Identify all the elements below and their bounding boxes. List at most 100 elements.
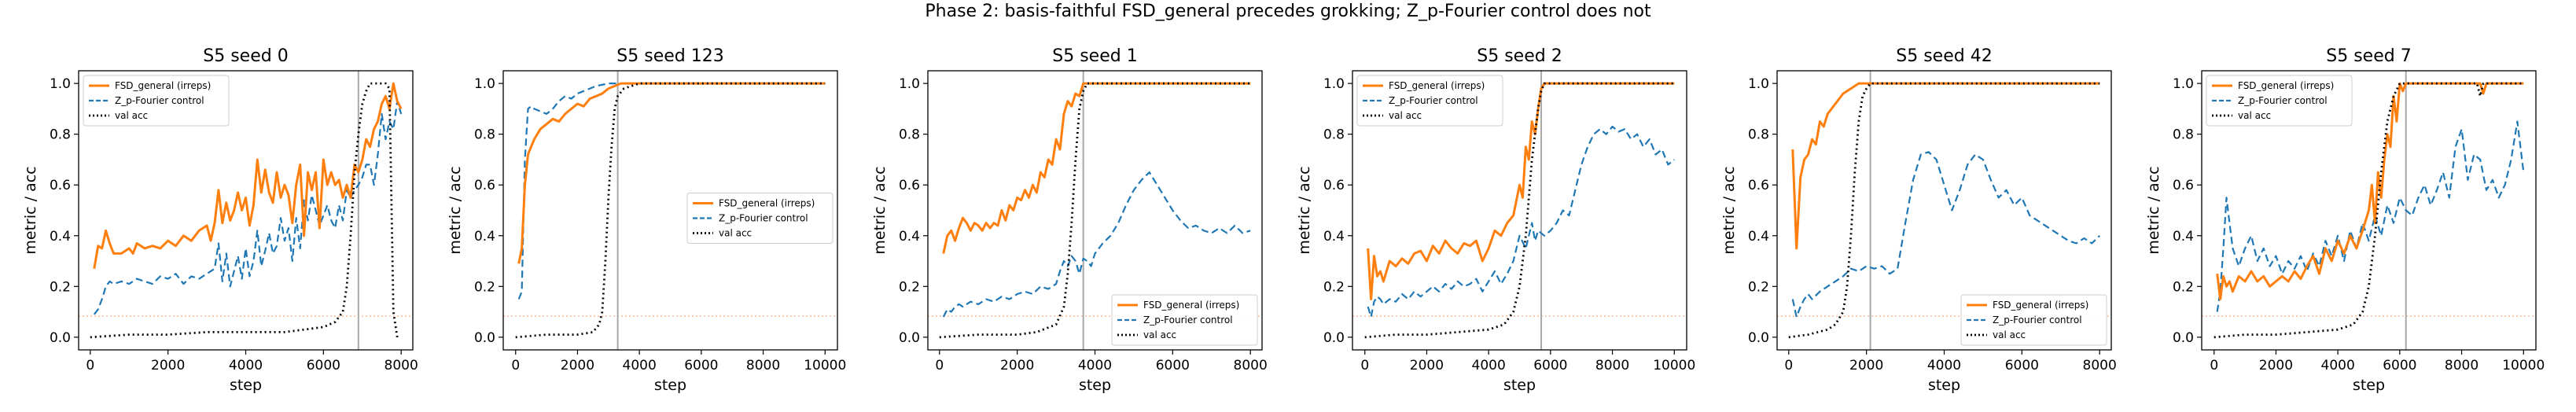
y-tick-label: 0.2 xyxy=(899,279,920,295)
series-line-1 xyxy=(1791,151,2100,318)
x-tick-label: 0 xyxy=(2210,358,2218,373)
series-line-0 xyxy=(1367,82,1675,300)
x-tick-label: 2000 xyxy=(1849,358,1883,373)
legend-box xyxy=(83,75,230,127)
x-tick-label: 0 xyxy=(1784,358,1793,373)
y-tick-label: 0.4 xyxy=(2173,229,2194,245)
y-tick-label: 0.6 xyxy=(1748,178,1769,193)
series-line-2 xyxy=(939,82,1251,339)
axes-frame xyxy=(2201,70,2537,351)
legend: FSD_general (irreps) Z_p-Fourier control v… xyxy=(686,193,834,244)
subplot-title: S5 seed 2 xyxy=(1477,46,1562,66)
y-tick-label: 0.4 xyxy=(474,229,495,245)
legend-label: Z_p-Fourier control xyxy=(719,213,808,224)
x-axis-label: step xyxy=(1928,377,1960,394)
legend-label: FSD_general (irreps) xyxy=(1389,80,1485,91)
y-tick-label: 0.6 xyxy=(1323,178,1345,193)
legend-label: FSD_general (irreps) xyxy=(1143,300,1239,311)
x-tick-label: 8000 xyxy=(1595,358,1629,373)
legend-label: val acc xyxy=(2238,110,2271,121)
y-tick-label: 0.0 xyxy=(1748,330,1769,346)
legend-label: FSD_general (irreps) xyxy=(1993,300,2088,311)
x-tick-label: 6000 xyxy=(684,358,718,373)
y-tick-label: 0.8 xyxy=(2173,127,2194,143)
legend-label: Z_p-Fourier control xyxy=(115,95,204,106)
legend-label: val acc xyxy=(1993,329,2026,340)
x-tick-label: 2000 xyxy=(1000,358,1034,373)
series-line-0 xyxy=(517,82,826,264)
y-tick-label: 0.6 xyxy=(474,178,495,193)
y-axis-label: metric / acc xyxy=(2145,166,2162,254)
x-tick-label: 6000 xyxy=(1156,358,1190,373)
y-tick-label: 0.6 xyxy=(50,178,71,193)
y-axis-label: metric / acc xyxy=(1720,166,1738,254)
x-tick-label: 6000 xyxy=(1533,358,1567,373)
series-line-1 xyxy=(942,171,1251,318)
x-tick-label: 4000 xyxy=(1927,358,1961,373)
x-tick-label: 8000 xyxy=(746,358,780,373)
x-tick-label: 0 xyxy=(511,358,520,373)
x-tick-label: 4000 xyxy=(1472,358,1506,373)
y-tick-label: 0.0 xyxy=(474,330,495,346)
x-tick-label: 10000 xyxy=(804,358,846,373)
x-tick-label: 6000 xyxy=(2005,358,2039,373)
legend-label: Z_p-Fourier control xyxy=(1389,95,1478,106)
y-tick-label: 0.4 xyxy=(50,229,71,245)
x-tick-label: 4000 xyxy=(229,358,263,373)
legend-box xyxy=(2206,75,2353,127)
x-tick-label: 8000 xyxy=(2083,358,2117,373)
axes-frame xyxy=(502,70,838,351)
x-tick-label: 8000 xyxy=(2445,358,2478,373)
subplot-title: S5 seed 42 xyxy=(1896,46,1992,66)
x-axis-label: step xyxy=(1503,377,1536,394)
x-axis-label: step xyxy=(1079,377,1111,394)
series-line-0 xyxy=(1791,82,2100,250)
y-tick-label: 0.8 xyxy=(899,127,920,143)
y-axis-label: metric / acc xyxy=(447,166,464,254)
y-tick-label: 0.8 xyxy=(1748,127,1769,143)
legend-label: val acc xyxy=(115,110,148,121)
series-line-1 xyxy=(93,100,403,315)
legend-label: val acc xyxy=(1143,329,1176,340)
y-axis-label: metric / acc xyxy=(22,166,39,254)
legend-box xyxy=(1960,294,2107,346)
y-tick-label: 0.0 xyxy=(2173,330,2194,346)
x-tick-label: 10000 xyxy=(1653,358,1695,373)
subplot-title: S5 seed 7 xyxy=(2326,46,2411,66)
x-tick-label: 4000 xyxy=(1078,358,1112,373)
series-line-1 xyxy=(1367,125,1675,318)
subplot-4: S5 seed 42 0 2000 4000 6000 8000 0.0 0.2 0.4 0.6 0… xyxy=(1720,46,2117,394)
legend-label: Z_p-Fourier control xyxy=(1993,315,2082,326)
y-tick-label: 1.0 xyxy=(2173,76,2194,92)
y-tick-label: 0.2 xyxy=(2173,279,2194,295)
y-tick-label: 0.0 xyxy=(1323,330,1345,346)
x-axis-label: step xyxy=(2353,377,2385,394)
series-line-0 xyxy=(93,82,403,269)
x-tick-label: 8000 xyxy=(1234,358,1268,373)
y-tick-label: 0.2 xyxy=(1323,279,1345,295)
series-line-2 xyxy=(515,82,826,339)
x-tick-label: 2000 xyxy=(2259,358,2293,373)
legend-box xyxy=(686,193,834,244)
y-tick-label: 0.4 xyxy=(899,229,920,245)
x-tick-label: 2000 xyxy=(561,358,594,373)
x-tick-label: 0 xyxy=(935,358,944,373)
subplot-3: S5 seed 2 0 2000 4000 6000 8000 10000 0.0 0.2 0.4… xyxy=(1296,46,1695,394)
legend: FSD_general (irreps) Z_p-Fourier control v… xyxy=(83,75,230,127)
y-axis-label: metric / acc xyxy=(1296,166,1313,254)
y-tick-label: 1.0 xyxy=(1323,76,1345,92)
y-tick-label: 0.8 xyxy=(474,127,495,143)
x-tick-label: 0 xyxy=(86,358,94,373)
legend: FSD_general (irreps) Z_p-Fourier control v… xyxy=(1356,75,1503,127)
subplot-title: S5 seed 0 xyxy=(203,46,288,66)
y-axis-label: metric / acc xyxy=(871,166,889,254)
y-tick-label: 0.0 xyxy=(50,330,71,346)
x-tick-label: 4000 xyxy=(623,358,657,373)
subplot-title: S5 seed 1 xyxy=(1052,46,1137,66)
x-axis-label: step xyxy=(230,377,262,394)
legend: FSD_general (irreps) Z_p-Fourier control v… xyxy=(1960,294,2107,346)
series-line-1 xyxy=(517,83,826,300)
y-tick-label: 0.2 xyxy=(1748,279,1769,295)
